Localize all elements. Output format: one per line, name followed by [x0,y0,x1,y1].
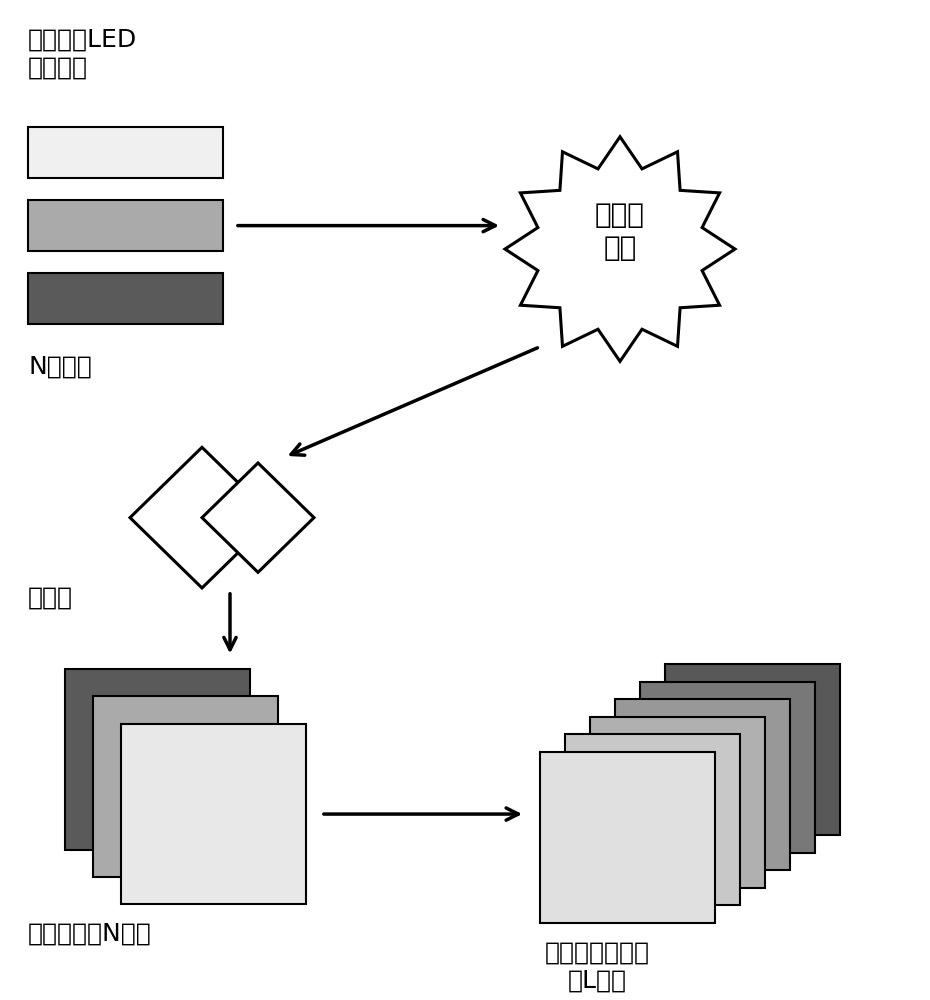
Text: 检测图像（N张）: 检测图像（N张） [28,922,152,946]
Text: 重建多光谱图像
（L张）: 重建多光谱图像 （L张） [545,941,650,992]
Text: 被探测
物体: 被探测 物体 [595,201,644,262]
Bar [540,752,715,923]
Polygon shape [202,463,314,572]
Bar [615,699,790,870]
Bar [28,273,223,324]
Bar [565,734,740,905]
Polygon shape [505,137,735,361]
Text: 多波段的LED
照明光源: 多波段的LED 照明光源 [28,27,138,79]
Bar [28,127,223,178]
Bar [28,200,223,251]
Bar [121,724,306,904]
Bar [665,664,840,835]
Polygon shape [130,447,274,588]
Bar [93,696,278,877]
Text: 探测器: 探测器 [28,586,73,610]
Bar [640,682,815,853]
Bar [590,717,765,888]
Text: N个波段: N个波段 [28,355,92,379]
Bar [65,669,250,850]
